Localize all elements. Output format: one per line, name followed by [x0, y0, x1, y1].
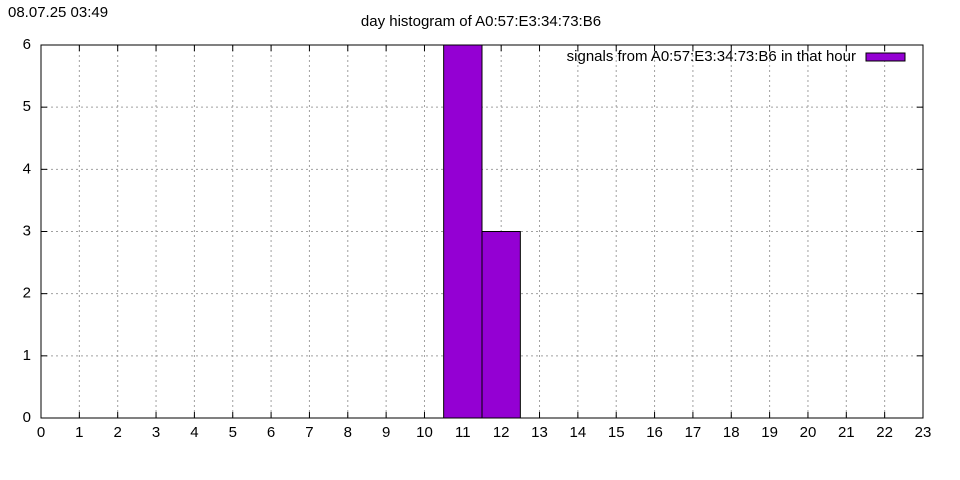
x-tick-label: 0 — [37, 424, 45, 441]
y-tick-label: 1 — [23, 347, 31, 364]
bar — [443, 44, 483, 419]
x-tick-label: 16 — [646, 424, 663, 441]
x-tick-label: 13 — [531, 424, 548, 441]
x-tick-label: 8 — [344, 424, 352, 441]
x-tick-label: 19 — [761, 424, 778, 441]
x-tick-label: 5 — [229, 424, 237, 441]
chart-title: day histogram of A0:57:E3:34:73:B6 — [361, 13, 601, 30]
bar — [481, 231, 521, 419]
x-tick-label: 7 — [305, 424, 313, 441]
x-tick-label: 4 — [190, 424, 198, 441]
legend-label: signals from A0:57:E3:34:73:B6 in that h… — [567, 48, 856, 65]
x-tick-label: 6 — [267, 424, 275, 441]
x-tick-label: 12 — [493, 424, 510, 441]
x-tick-label: 20 — [800, 424, 817, 441]
y-tick-label: 4 — [23, 160, 31, 177]
x-tick-label: 22 — [876, 424, 893, 441]
x-tick-label: 18 — [723, 424, 740, 441]
y-tick-label: 6 — [23, 36, 31, 53]
plot-border — [40, 44, 924, 419]
x-tick-label: 2 — [114, 424, 122, 441]
y-tick-label: 2 — [23, 285, 31, 302]
x-tick-label: 17 — [685, 424, 702, 441]
x-tick-label: 15 — [608, 424, 625, 441]
x-tick-label: 10 — [416, 424, 433, 441]
x-tick-label: 21 — [838, 424, 855, 441]
timestamp: 08.07.25 03:49 — [8, 4, 108, 21]
x-tick-label: 14 — [570, 424, 587, 441]
x-tick-label: 23 — [915, 424, 932, 441]
x-tick-label: 11 — [455, 424, 471, 441]
x-tick-label: 1 — [75, 424, 83, 441]
legend-swatch — [865, 52, 906, 62]
y-tick-label: 3 — [23, 222, 31, 239]
x-tick-label: 9 — [382, 424, 390, 441]
y-tick-label: 5 — [23, 98, 31, 115]
y-tick-label: 0 — [23, 409, 31, 426]
x-tick-label: 3 — [152, 424, 160, 441]
